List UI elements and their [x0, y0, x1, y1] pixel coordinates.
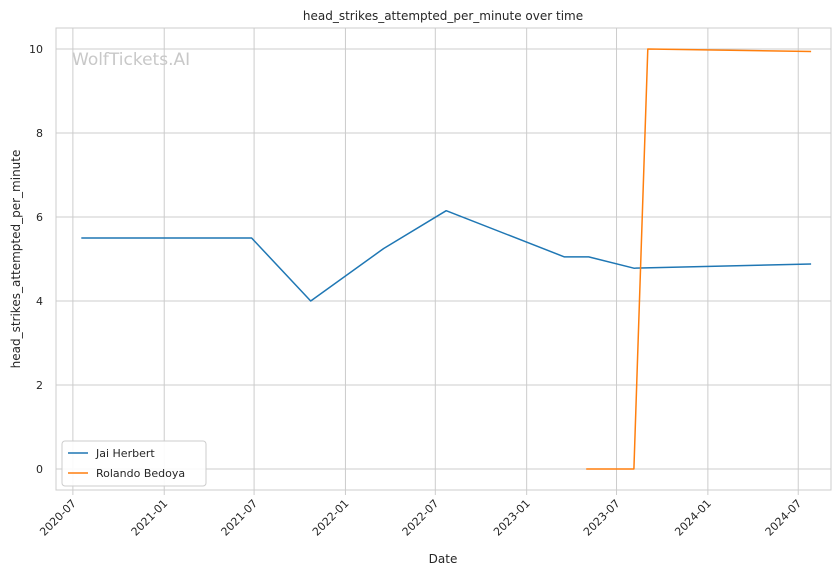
x-tick-label: 2022-07 — [400, 497, 442, 539]
legend: Jai Herbert Rolando Bedoya — [61, 440, 207, 487]
x-tick-label: 2024-01 — [672, 497, 714, 539]
x-tick-label: 2020-07 — [37, 497, 79, 539]
legend-label: Jai Herbert — [95, 447, 155, 460]
x-axis-ticks: 2020-07 2021-01 2021-07 2022-01 2022-07 2023-… — [37, 490, 804, 539]
x-axis-label: Date — [429, 552, 458, 566]
y-tick-label: 10 — [29, 43, 43, 56]
x-tick-label: 2024-07 — [763, 497, 805, 539]
grid — [56, 28, 831, 490]
y-tick-label: 2 — [36, 379, 43, 392]
x-tick-label: 2023-01 — [491, 497, 533, 539]
y-axis-ticks: 0 2 4 6 8 10 — [29, 43, 43, 476]
series-line-1 — [81, 209, 812, 302]
watermark: WolfTickets.AI — [72, 50, 190, 70]
x-tick-label: 2023-07 — [581, 497, 623, 539]
chart-title: head_strikes_attempted_per_minute over t… — [303, 9, 583, 23]
y-axis-label: head_strikes_attempted_per_minute — [9, 150, 23, 369]
plot-frame — [55, 27, 832, 491]
x-tick-label: 2022-01 — [310, 497, 352, 539]
y-tick-label: 8 — [36, 127, 43, 140]
y-tick-label: 4 — [36, 295, 43, 308]
y-tick-label: 0 — [36, 463, 43, 476]
x-tick-label: 2021-07 — [219, 497, 261, 539]
legend-label: Rolando Bedoya — [96, 467, 185, 480]
series-line-2 — [586, 48, 812, 470]
x-tick-label: 2021-01 — [129, 497, 171, 539]
y-tick-label: 6 — [36, 211, 43, 224]
series-lines — [81, 48, 812, 470]
legend-box — [61, 440, 207, 487]
plot-background — [56, 28, 831, 490]
